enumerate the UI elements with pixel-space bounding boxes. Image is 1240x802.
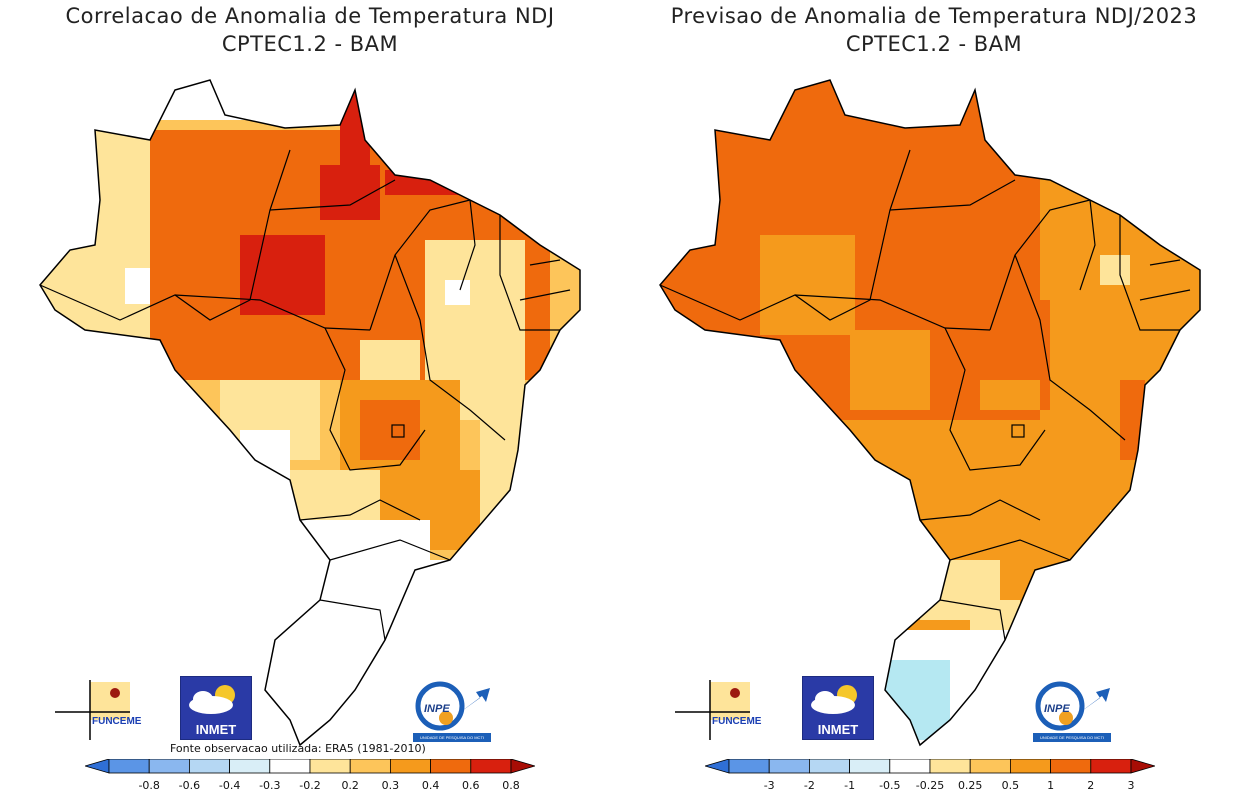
colorbar-segment [269, 759, 311, 774]
inpe-tagline: UNIDADE DE PESQUISA DO MCTI [413, 733, 491, 742]
colorbar-segment [229, 759, 271, 774]
colorbar-tick-label: -0.3 [259, 779, 281, 792]
colorbar-segment [470, 759, 512, 774]
sun-cloud-icon [811, 685, 857, 714]
colorbar-tick-label: 0.6 [462, 779, 480, 792]
inpe-logo: INPE [1035, 681, 1110, 731]
colorbar-segment [389, 759, 431, 774]
colorbar-tick-label: -0.25 [915, 779, 945, 792]
colorbar-segment [349, 759, 391, 774]
colorbar-tick-label: -0.6 [178, 779, 201, 792]
inmet-logo: INMET [180, 676, 252, 740]
colorbar-segment [849, 759, 891, 774]
colorbar-tick-label: -0.4 [218, 779, 241, 792]
inpe-label: INPE [424, 703, 450, 715]
colorbar-segment [889, 759, 931, 774]
colorbar-tick-label: 0.8 [502, 779, 520, 792]
funceme-label: FUNCEME [712, 716, 762, 727]
colorbar-segment [929, 759, 971, 774]
colorbar-segment [1130, 759, 1155, 774]
colorbar-segment [768, 759, 810, 774]
colorbar-segment [510, 759, 535, 774]
colorbar-tick-label: 0.4 [421, 779, 440, 792]
inpe-label: INPE [1044, 703, 1070, 715]
funceme-label: FUNCEME [92, 716, 142, 727]
colorbar-tick-label: 1 [1047, 779, 1055, 792]
funceme-logo [675, 680, 750, 740]
colorbar-segment [85, 759, 110, 774]
colorbar-segment [969, 759, 1011, 774]
colorbar-tick-label: -1 [844, 779, 856, 792]
colorbar-tick-label: 2 [1087, 779, 1095, 792]
source-note: Fonte observacao utilizada: ERA5 (1981-2… [170, 742, 426, 755]
colorbar-tick-label: 0.3 [381, 779, 400, 792]
sun-cloud-icon [189, 685, 235, 714]
colorbar-segment [430, 759, 472, 774]
correlation-map [39, 79, 581, 746]
inpe-tagline: UNIDADE DE PESQUISA DO MCTI [1033, 733, 1111, 742]
funceme-logo [55, 680, 130, 740]
colorbar-tick-label: 0.2 [341, 779, 359, 792]
colorbar-tick-label: -0.5 [879, 779, 901, 792]
right-subtitle: CPTEC1.2 - BAM [845, 32, 1023, 56]
colorbar-segment [1050, 759, 1092, 774]
colorbar-tick-label: 0.5 [1001, 779, 1020, 792]
inmet-label: INMET [195, 722, 237, 737]
colorbar-segment [728, 759, 770, 774]
colorbar-segment [189, 759, 231, 774]
correlation-colorbar [85, 759, 535, 774]
colorbar-segment [705, 759, 730, 774]
forecast-colorbar [705, 759, 1155, 774]
left-title: Correlacao de Anomalia de Temperatura ND… [65, 4, 555, 28]
colorbar-tick-label: 0.25 [957, 779, 983, 792]
colorbar-segment [1009, 759, 1051, 774]
colorbar-segment [148, 759, 190, 774]
colorbar-tick-label: -0.2 [299, 779, 321, 792]
right-title: Previsao de Anomalia de Temperatura NDJ/… [670, 4, 1198, 28]
colorbar-tick-label: -0.8 [138, 779, 160, 792]
colorbar-tick-label: 3 [1127, 779, 1135, 792]
left-subtitle: CPTEC1.2 - BAM [221, 32, 399, 56]
colorbar-segment [309, 759, 351, 774]
forecast-panel: Previsao de Anomalia de Temperatura NDJ/… [620, 0, 1240, 802]
inmet-logo: INMET [802, 676, 874, 740]
inmet-label: INMET [817, 722, 859, 737]
colorbar-segment [1090, 759, 1132, 774]
colorbar-tick-label: -2 [803, 779, 815, 792]
inpe-logo: INPE [415, 681, 490, 731]
correlation-panel: Correlacao de Anomalia de Temperatura ND… [39, 4, 581, 792]
colorbar-segment [809, 759, 851, 774]
forecast-map [659, 79, 1201, 746]
colorbar-segment [108, 759, 150, 774]
colorbar-tick-label: -3 [763, 779, 775, 792]
